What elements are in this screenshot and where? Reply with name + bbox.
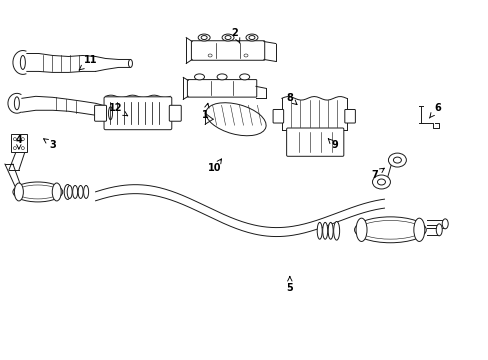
FancyBboxPatch shape [94,105,106,121]
Ellipse shape [387,153,406,167]
Ellipse shape [78,185,83,198]
Ellipse shape [441,219,447,229]
Circle shape [21,147,24,150]
Ellipse shape [222,34,234,41]
Ellipse shape [217,74,226,80]
Ellipse shape [435,224,441,236]
Circle shape [13,147,17,150]
Circle shape [13,138,17,141]
Text: 1: 1 [202,103,209,120]
Ellipse shape [201,36,207,40]
Ellipse shape [327,222,332,239]
Ellipse shape [14,183,23,201]
Ellipse shape [83,185,88,198]
Ellipse shape [377,179,385,185]
Ellipse shape [73,185,78,198]
Ellipse shape [198,34,210,41]
Ellipse shape [393,157,401,163]
Text: 6: 6 [428,103,440,118]
Ellipse shape [13,182,62,202]
FancyBboxPatch shape [187,80,256,97]
Ellipse shape [67,185,72,198]
FancyBboxPatch shape [286,128,343,156]
Text: 8: 8 [286,93,296,105]
Ellipse shape [358,220,421,239]
Ellipse shape [205,103,265,136]
Ellipse shape [17,185,59,199]
Ellipse shape [52,183,61,201]
FancyBboxPatch shape [344,109,355,123]
Ellipse shape [128,59,132,67]
FancyBboxPatch shape [169,105,181,121]
Ellipse shape [14,97,20,110]
FancyBboxPatch shape [191,41,264,60]
Text: 3: 3 [43,139,56,150]
Ellipse shape [208,54,212,57]
Ellipse shape [413,218,424,242]
Ellipse shape [372,175,389,189]
Ellipse shape [244,54,247,57]
Text: 5: 5 [286,276,293,293]
Text: 10: 10 [208,159,222,173]
FancyBboxPatch shape [272,109,283,123]
Bar [11,134,27,152]
Text: 4: 4 [16,135,22,149]
Ellipse shape [248,36,254,40]
Circle shape [21,138,24,141]
Text: 7: 7 [370,168,384,180]
Text: 12: 12 [108,103,127,116]
Text: 9: 9 [327,139,337,150]
Ellipse shape [354,217,426,243]
Ellipse shape [322,222,327,239]
Text: 11: 11 [79,55,97,70]
Ellipse shape [239,74,249,80]
Ellipse shape [333,221,339,240]
FancyBboxPatch shape [104,97,171,130]
Text: 2: 2 [231,28,239,43]
Ellipse shape [224,36,230,40]
Ellipse shape [64,184,71,199]
Ellipse shape [317,222,322,239]
Ellipse shape [355,218,366,242]
Ellipse shape [20,55,25,69]
Ellipse shape [194,74,204,80]
Ellipse shape [245,34,258,41]
Ellipse shape [108,107,112,120]
